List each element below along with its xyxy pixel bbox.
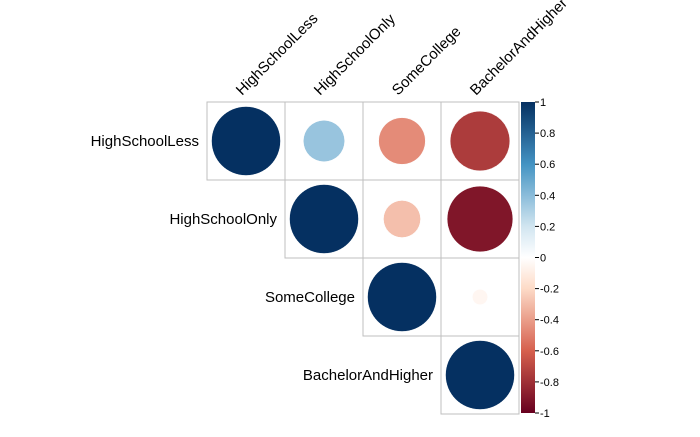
grid-layer bbox=[206, 101, 520, 415]
row-label-high-school-less: HighSchoolLess bbox=[91, 133, 199, 150]
corr-circle-some-college-bachelor-and-higher bbox=[472, 289, 488, 305]
column-label-high-school-only: HighSchoolOnly bbox=[311, 10, 399, 98]
corr-circle-high-school-less-bachelor-and-higher bbox=[449, 110, 511, 172]
circle-layer bbox=[211, 106, 515, 410]
colorbar-tick-label: 0.2 bbox=[540, 221, 555, 233]
colorbar-tick-label: -0.6 bbox=[540, 346, 559, 358]
column-label-high-school-less: HighSchoolLess bbox=[233, 10, 322, 99]
row-label-high-school-only: HighSchoolOnly bbox=[169, 211, 277, 228]
colorbar-tick-label: 0.8 bbox=[540, 128, 555, 140]
colorbar: 1 0.8 0.6 0.4 0.2 0 -0.2 -0.4 -0.6 -0.8 -1 bbox=[521, 97, 559, 420]
colorbar-gradient bbox=[521, 102, 535, 413]
colorbar-tick-label: -0.8 bbox=[540, 377, 559, 389]
column-label-bachelor-and-higher: BachelorAndHigher bbox=[467, 0, 571, 99]
row-label-some-college: SomeCollege bbox=[265, 289, 355, 306]
colorbar-tick-label: 0.6 bbox=[540, 159, 555, 171]
corr-circle-high-school-only-high-school-only bbox=[289, 184, 359, 254]
colorbar-tick-label: 1 bbox=[540, 97, 546, 109]
corr-circle-high-school-less-some-college bbox=[378, 117, 426, 165]
colorbar-tick-label: 0.4 bbox=[540, 190, 555, 202]
row-label-bachelor-and-higher: BachelorAndHigher bbox=[303, 367, 433, 384]
colorbar-tick-label: 0 bbox=[540, 253, 546, 265]
colorbar-tick-label: -0.2 bbox=[540, 284, 559, 296]
corr-circle-some-college-some-college bbox=[367, 262, 437, 332]
corr-circle-bachelor-and-higher-bachelor-and-higher bbox=[445, 340, 515, 410]
cell-bachelor-and-higher-bachelor-and-higher bbox=[440, 335, 520, 415]
corr-circle-high-school-less-high-school-less bbox=[211, 106, 281, 176]
colorbar-tick-label: -0.4 bbox=[540, 315, 559, 327]
colorbar-tick-label: -1 bbox=[540, 408, 550, 420]
corr-circle-high-school-less-high-school-only bbox=[303, 120, 345, 162]
corr-circle-high-school-only-some-college bbox=[383, 200, 421, 238]
column-label-some-college: SomeCollege bbox=[389, 23, 465, 99]
corr-circle-high-school-only-bachelor-and-higher bbox=[446, 185, 514, 253]
